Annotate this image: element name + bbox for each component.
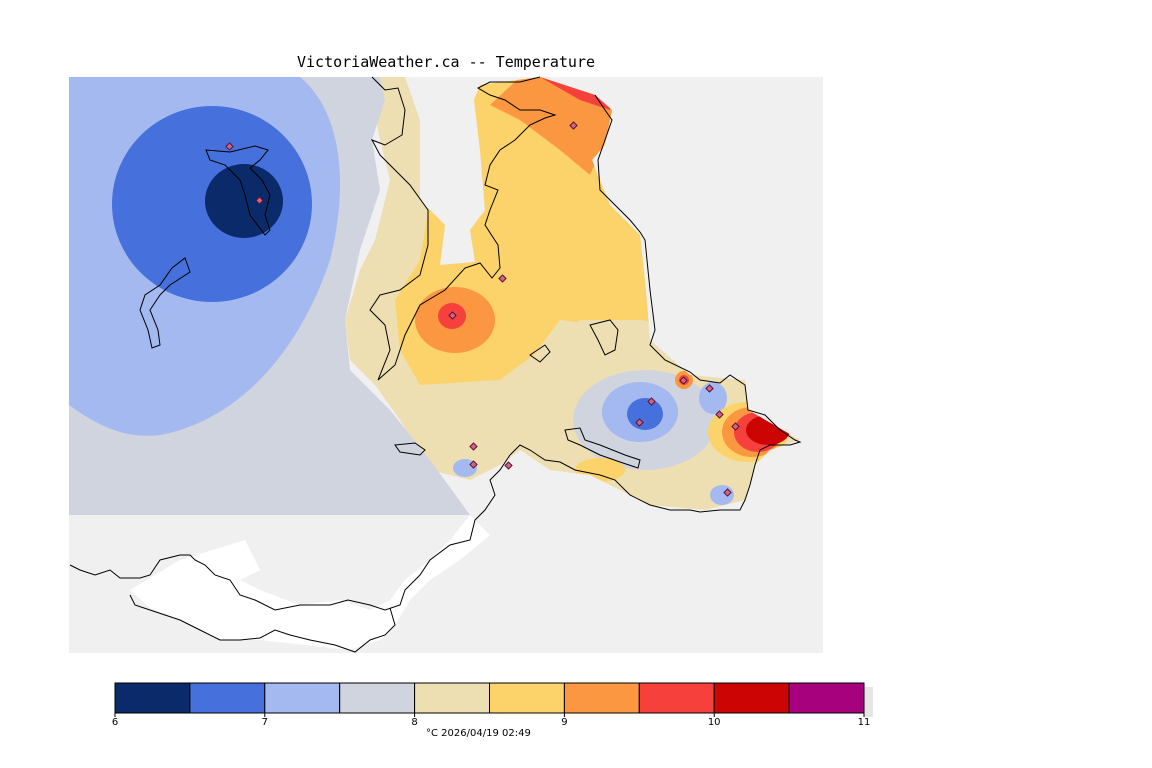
legend-tick-label: 8 [411,717,418,728]
legend-swatch [414,682,491,714]
field-7-75-zone-south [710,485,734,505]
station-marker[interactable] [225,142,234,151]
legend-swatch [489,682,565,714]
station-marker[interactable] [705,384,714,393]
coastline-islet-4 [564,427,641,469]
station-marker[interactable] [723,488,732,497]
legend-swatch [189,682,266,714]
legend-footer: °C 2026/04/19 02:49 [426,728,531,739]
station-marker[interactable] [731,422,740,431]
legend-colorbar [114,682,873,717]
station-marker[interactable] [715,410,724,419]
legend-swatch [638,682,715,714]
legend-tick-label: 11 [857,717,871,728]
coastline-islet-1 [589,319,619,356]
legend-tick-label: 9 [561,717,568,728]
legend-swatch [563,682,640,714]
legend-swatch [114,682,191,714]
coastline-peninsula [69,454,511,611]
field-6-65-zone [205,164,283,238]
coastline-island [369,76,557,381]
legend-timestamp: 2026/04/19 02:49 [441,728,531,739]
field-7-75-zone-ne [699,382,727,414]
white-coast-south [390,515,490,625]
field-65-7-zone-east [627,398,663,430]
station-marker[interactable] [498,274,507,283]
map-title: VictoriaWeather.ca -- Temperature [296,53,595,71]
legend-swatch [264,682,341,714]
station-marker[interactable] [448,311,457,320]
legend-swatch [339,682,416,714]
station-marker[interactable] [255,196,264,205]
coastline-east [509,94,802,513]
legend-tick-label: 7 [261,717,268,728]
station-marker[interactable] [635,418,644,427]
legend-swatch [713,682,790,714]
station-marker[interactable] [679,376,688,385]
olympic-land [130,540,395,650]
station-marker[interactable] [569,121,578,130]
coastline-westisland [139,257,191,349]
legend-tick-label: 6 [111,717,119,728]
legend-swatch [788,682,865,714]
station-marker[interactable] [469,442,478,451]
coastline-islet-3 [394,442,426,456]
coastline-saltspring [205,145,271,236]
legend-tick-label: 10 [707,717,721,728]
legend-unit: °C [426,728,438,739]
coastline-islet-2 [529,344,551,363]
station-marker[interactable] [647,397,656,406]
coastline-olympic [129,594,396,653]
station-marker[interactable] [469,460,478,469]
legend-shadow [864,687,873,717]
station-marker[interactable] [504,461,513,470]
